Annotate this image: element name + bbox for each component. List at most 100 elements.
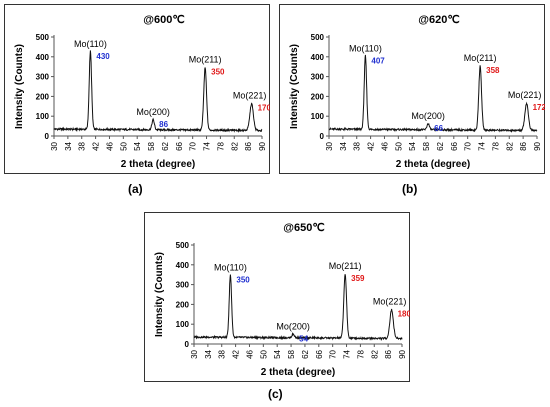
x-tick-label: 42: [92, 141, 101, 150]
y-tick-label: 300: [36, 73, 50, 82]
y-axis-label: Intensity (Counts): [14, 44, 25, 129]
peak-value-label: 66: [434, 124, 443, 133]
x-tick-label: 54: [133, 141, 142, 150]
x-tick-label: 82: [505, 141, 514, 150]
xrd-chart-svg: @620℃ 0 100 200 300 400 500 30 34 38 42 46 50 54 58 62 6…: [279, 4, 545, 174]
chart-frame: [4, 4, 270, 174]
x-tick-label: 82: [230, 141, 239, 150]
x-tick-label: 30: [325, 141, 334, 150]
x-tick-label: 50: [259, 349, 268, 358]
peak-label: Mo(211): [464, 53, 497, 63]
x-tick-label: 86: [384, 349, 393, 358]
y-tick-label: 100: [176, 320, 190, 329]
x-axis-label: 2 theta (degree): [396, 159, 470, 170]
peak-label: Mo(200): [411, 111, 445, 121]
x-tick-label: 86: [244, 141, 253, 150]
y-tick-label: 300: [311, 73, 325, 82]
x-tick-label: 74: [343, 349, 352, 358]
x-tick-label: 46: [245, 349, 254, 358]
peak-label: Mo(211): [189, 55, 222, 65]
x-tick-label: 90: [258, 141, 267, 150]
y-axis-label: Intensity (Counts): [154, 252, 165, 337]
x-tick-label: 30: [50, 141, 59, 150]
xrd-spectrum-line: [328, 54, 538, 133]
chart-title: @650℃: [283, 222, 324, 234]
x-tick-label: 34: [339, 141, 348, 150]
peak-label: Mo(110): [74, 39, 107, 49]
x-tick-label: 66: [315, 349, 324, 358]
x-tick-label: 90: [533, 141, 542, 150]
peak-value-label: 350: [211, 68, 225, 77]
peak-value-label: 358: [486, 66, 500, 75]
peak-value-label: 359: [351, 274, 365, 283]
peak-value-label: 430: [96, 52, 110, 61]
x-tick-label: 74: [203, 141, 212, 150]
peak-label: Mo(110): [214, 263, 247, 273]
peak-value-label: 407: [371, 56, 385, 65]
y-tick-label: 400: [176, 261, 190, 270]
chart-frame: [279, 4, 545, 174]
peak-value-label: 86: [159, 120, 168, 129]
x-tick-label: 30: [190, 349, 199, 358]
x-tick-label: 34: [64, 141, 73, 150]
x-tick-label: 62: [436, 141, 445, 150]
x-tick-label: 42: [367, 141, 376, 150]
peak-value-label: 180: [398, 309, 410, 318]
chart-title: @620℃: [418, 14, 459, 26]
y-tick-label: 400: [36, 53, 50, 62]
x-tick-label: 58: [147, 141, 156, 150]
chart-panel-b: @620℃ 0 100 200 300 400 500 30 34 38 42 46 50 54 58 62 6…: [279, 4, 545, 174]
y-axis-label: Intensity (Counts): [289, 44, 300, 129]
y-tick-label: 500: [176, 241, 190, 250]
chart-title: @600℃: [143, 14, 184, 26]
y-tick-label: 0: [45, 132, 50, 141]
caption-c: (c): [268, 387, 283, 401]
peak-label: Mo(221): [233, 90, 267, 100]
x-tick-label: 66: [175, 141, 184, 150]
x-tick-label: 38: [78, 141, 87, 150]
x-tick-label: 82: [370, 349, 379, 358]
x-tick-label: 78: [216, 141, 225, 150]
y-tick-label: 0: [185, 340, 190, 349]
x-tick-label: 38: [218, 349, 227, 358]
xrd-spectrum-line: [193, 274, 403, 342]
x-tick-label: 70: [464, 141, 473, 150]
peak-label: Mo(221): [373, 296, 407, 306]
peak-value-label: 170: [258, 103, 270, 112]
x-tick-label: 54: [273, 349, 282, 358]
x-tick-label: 78: [491, 141, 500, 150]
caption-a: (a): [128, 182, 143, 196]
y-tick-label: 500: [36, 33, 50, 42]
x-tick-label: 62: [301, 349, 310, 358]
x-axis-label: 2 theta (degree): [261, 367, 335, 378]
x-tick-label: 74: [478, 141, 487, 150]
peak-value-label: 172: [533, 103, 545, 112]
x-tick-label: 62: [161, 141, 170, 150]
x-tick-label: 46: [380, 141, 389, 150]
x-tick-label: 70: [329, 349, 338, 358]
x-tick-label: 78: [356, 349, 365, 358]
y-tick-label: 200: [176, 300, 190, 309]
x-tick-label: 66: [450, 141, 459, 150]
y-tick-label: 100: [311, 112, 325, 121]
peak-value-label: 350: [236, 276, 250, 285]
xrd-chart-svg: @600℃ 0 100 200 300 400 500 30 34 38 42 46 50 54 58 62 6…: [4, 4, 270, 174]
xrd-spectrum-line: [53, 50, 263, 134]
y-tick-label: 100: [36, 112, 50, 121]
x-tick-label: 46: [105, 141, 114, 150]
peak-label: Mo(110): [349, 43, 382, 53]
x-tick-label: 58: [422, 141, 431, 150]
x-tick-label: 90: [398, 349, 407, 358]
y-tick-label: 200: [36, 92, 50, 101]
chart-panel-c: @650℃ 0 100 200 300 400 500 30 34 38 42 46 50 54 58 62 6…: [144, 212, 410, 382]
y-tick-label: 200: [311, 92, 325, 101]
x-tick-label: 54: [408, 141, 417, 150]
y-tick-label: 300: [176, 281, 190, 290]
y-tick-label: 400: [311, 53, 325, 62]
peak-label: Mo(200): [276, 321, 310, 331]
chart-panel-a: @600℃ 0 100 200 300 400 500 30 34 38 42 46 50 54 58 62 6…: [4, 4, 270, 174]
x-tick-label: 42: [232, 349, 241, 358]
x-tick-label: 34: [204, 349, 213, 358]
x-tick-label: 50: [119, 141, 128, 150]
x-tick-label: 50: [394, 141, 403, 150]
